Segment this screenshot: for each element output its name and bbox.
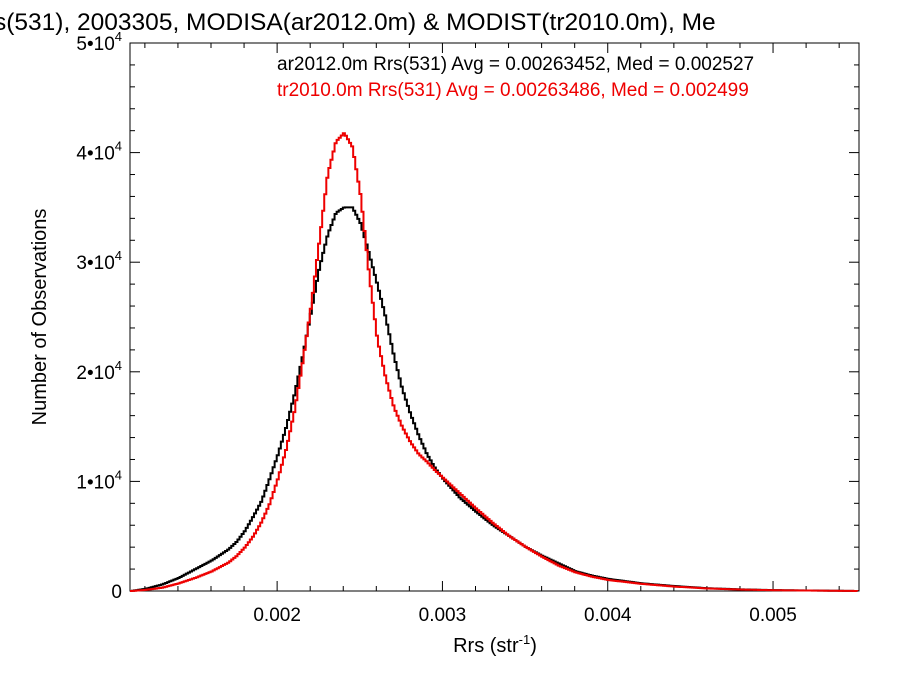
y-tick-label-exp-2: 4	[115, 358, 122, 373]
y-tick-label-base-4: 4•10	[76, 144, 114, 165]
chart-title: s(531), 2003305, MODISA(ar2012.0m) & MOD…	[0, 9, 716, 36]
x-tick-label-2: 0.004	[584, 605, 632, 626]
y-tick-label-3: 3•104	[76, 248, 122, 274]
y-tick-label-base-1: 1•10	[76, 472, 114, 493]
y-tick-label-4: 4•104	[76, 139, 122, 165]
y-tick-label-base-3: 3•10	[76, 253, 114, 274]
legend-entry-tr2010: tr2010.0m Rrs(531) Avg = 0.00263486, Med…	[277, 80, 749, 101]
x-tick-label-1: 0.003	[419, 605, 467, 626]
y-axis-label: Number of Observations	[29, 209, 51, 426]
x-axis-label-text: Rrs (str	[453, 635, 519, 657]
y-tick-label-2: 2•104	[76, 358, 122, 384]
y-tick-label-base-0: 0	[111, 582, 122, 603]
x-axis-label-close: )	[530, 635, 537, 657]
x-axis-label-superscript: -1	[519, 632, 531, 647]
series-layer	[130, 132, 859, 592]
x-tick-label-3: 0.005	[749, 605, 797, 626]
x-axis-ticks: 0.002 0.003 0.004 0.005	[144, 43, 840, 626]
y-tick-label-base-5: 5•10	[76, 34, 114, 55]
x-tick-label-0: 0.002	[253, 605, 301, 626]
y-tick-label-base-2: 2•10	[76, 363, 114, 384]
y-tick-label-5: 5•104	[76, 29, 122, 55]
x-axis-label: Rrs (str-1)	[453, 632, 537, 657]
y-tick-label-1: 1•104	[76, 467, 122, 493]
y-tick-label-0: 0	[111, 582, 122, 603]
y-tick-label-exp-3: 4	[115, 248, 122, 263]
y-tick-label-exp-5: 4	[115, 29, 122, 44]
legend-entry-ar2012: ar2012.0m Rrs(531) Avg = 0.00263452, Med…	[277, 54, 754, 75]
y-tick-label-exp-1: 4	[115, 467, 122, 482]
y-tick-label-exp-4: 4	[115, 139, 122, 154]
series-line-ar2012.0m	[130, 206, 859, 592]
plot-frame	[129, 42, 860, 592]
series-line-tr2010.0m	[130, 132, 859, 592]
